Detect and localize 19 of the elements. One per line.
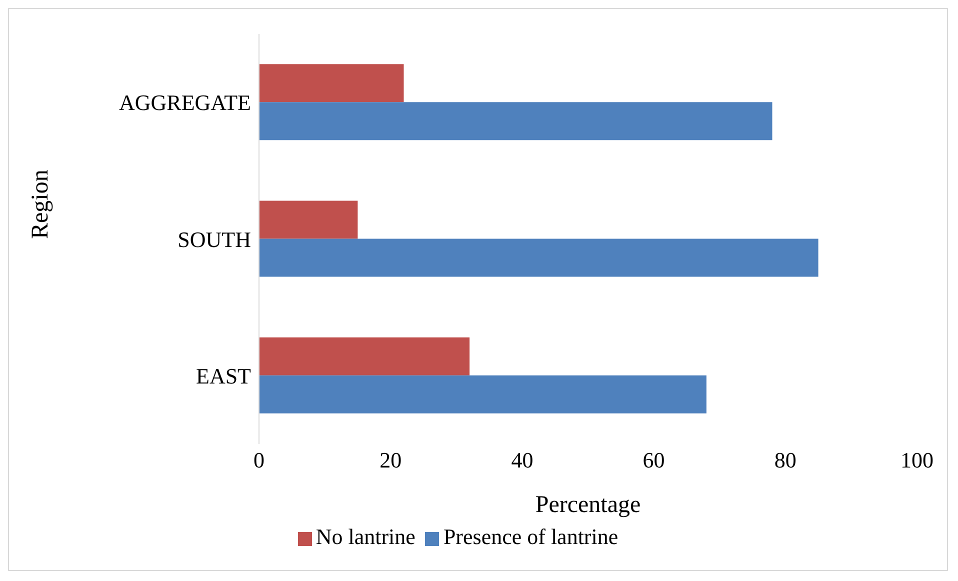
x-tick-label: 0: [254, 448, 264, 473]
bar: [259, 238, 818, 277]
y-tick-label: AGGREGATE: [119, 90, 251, 116]
x-tick-label: 40: [511, 448, 534, 473]
legend-label: Presence of lantrine: [443, 524, 618, 549]
legend-label: No lantrine: [316, 524, 416, 549]
bar: [259, 337, 470, 376]
x-tick-label: 100: [900, 448, 934, 473]
bar: [259, 375, 706, 414]
x-tick-label: 80: [774, 448, 796, 473]
x-tick-label: 60: [642, 448, 665, 473]
bar: [259, 102, 772, 140]
x-axis-title: Percentage: [535, 492, 641, 518]
y-tick-label: SOUTH: [178, 226, 252, 252]
y-tick-label: EAST: [196, 363, 252, 388]
bar: [259, 64, 404, 102]
bar: [259, 200, 358, 239]
y-axis-title: Region: [28, 170, 54, 239]
x-tick-label: 20: [380, 448, 402, 473]
